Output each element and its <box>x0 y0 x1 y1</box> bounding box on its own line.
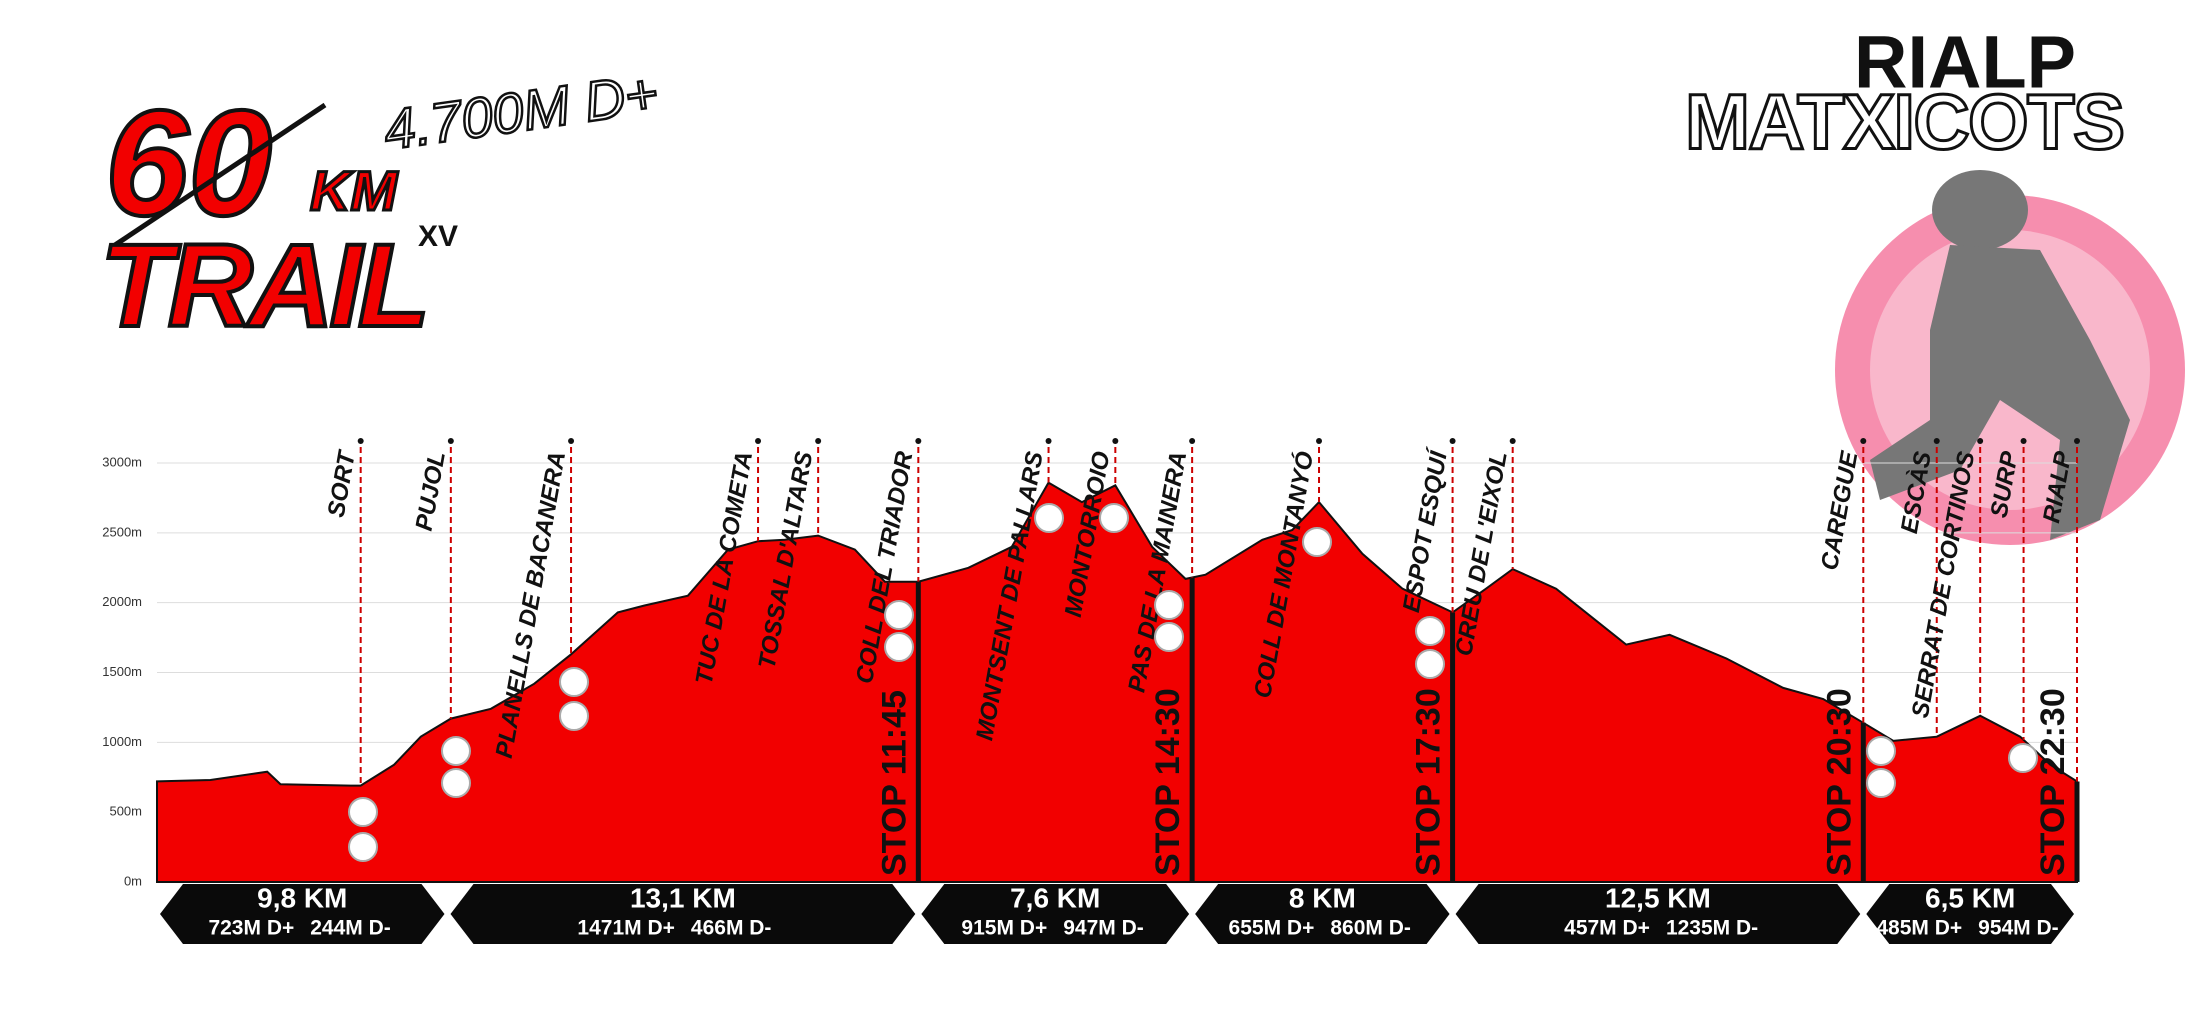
logo-unit: KM <box>310 159 398 222</box>
waypoint-label: CAREGUE <box>1816 448 1864 572</box>
brand-bottom: MATXICOTS <box>1685 78 2125 166</box>
waypoint-dot <box>1045 438 1052 444</box>
waypoint-label: PUJOL <box>411 449 451 532</box>
y-tick-label: 1000m <box>102 734 142 749</box>
waypoint-dot <box>1189 438 1196 444</box>
logo-strike <box>113 102 327 248</box>
waypoint-dot <box>2074 438 2080 444</box>
waypoint-dot <box>755 438 762 444</box>
segment-loss: 244M D- <box>310 917 391 940</box>
segment-gain: 655M D+ <box>1229 917 1315 940</box>
logo-number: 60 <box>105 79 272 247</box>
waypoint-dot <box>447 438 454 444</box>
segment-loss: 947M D- <box>1063 917 1144 940</box>
segment-gain: 915M D+ <box>961 917 1047 940</box>
elevation-area <box>156 481 2078 883</box>
plot: 0m 500m 1000m 1500m 2000m 2500m 3000m SORT PUJOL… <box>102 438 2080 944</box>
waypoint-label: ESPOT ESQUÍ <box>1397 445 1454 614</box>
waypoint-dot <box>915 438 922 444</box>
waypoint-dot <box>1977 438 1984 444</box>
logo-gain: 4.700M D+ <box>380 61 662 162</box>
segment-band <box>1195 884 1450 944</box>
y-tick-label: 1500m <box>102 664 142 679</box>
segment-distance: 8 KM <box>1289 882 1356 913</box>
waypoint-dot <box>357 438 364 444</box>
stop-label: STOP 17:30 <box>1410 688 1448 876</box>
waypoint-dot <box>1112 438 1119 444</box>
stop-label: STOP 11:45 <box>875 690 913 876</box>
waypoint-dot <box>568 438 575 444</box>
stop-label: STOP 14:30 <box>1149 688 1187 876</box>
segment-gain: 723M D+ <box>208 917 294 940</box>
waypoint-dot <box>1449 438 1456 444</box>
logo-edition: XV <box>418 220 458 253</box>
waypoint-label: SORT <box>323 447 361 519</box>
y-tick-label: 500m <box>109 804 142 819</box>
brand-emblem <box>1835 170 2185 545</box>
segment-gain: 1471M D+ <box>577 917 674 940</box>
segment-distance: 7,6 KM <box>1010 882 1100 913</box>
stop-label: STOP 20:30 <box>1820 688 1858 876</box>
waypoint-dot <box>815 438 822 444</box>
segment-distance: 9,8 KM <box>257 882 347 913</box>
segment-band <box>921 884 1190 944</box>
segment-loss: 860M D- <box>1330 917 1411 940</box>
waypoint-dot <box>1509 438 1516 444</box>
segment-band <box>160 884 445 944</box>
segment-gain: 485M D+ <box>1876 917 1962 940</box>
y-tick-label: 2500m <box>102 524 142 539</box>
waypoint-dot <box>1933 438 1940 444</box>
y-tick-label: 0m <box>124 873 142 888</box>
stop-label: STOP 22:30 <box>2034 688 2072 876</box>
waypoint-dot <box>1316 438 1323 444</box>
segment-loss: 466M D- <box>691 917 772 940</box>
segment-gain: 457M D+ <box>1564 917 1650 940</box>
segment-distance: 12,5 KM <box>1605 882 1711 913</box>
segment-band <box>450 884 916 944</box>
y-tick-label: 3000m <box>102 454 142 469</box>
y-tick-label: 2000m <box>102 594 142 609</box>
waypoint-dot <box>2020 438 2027 444</box>
logo-word: TRAIL <box>100 220 430 352</box>
segment-loss: 954M D- <box>1978 917 2059 940</box>
segment-distance: 13,1 KM <box>630 882 736 913</box>
waypoint-dot <box>1860 438 1867 444</box>
aid-icons <box>348 503 2038 862</box>
segment-band <box>1866 884 2074 944</box>
segment-loss: 1235M D- <box>1666 917 1758 940</box>
brand-top: RIALP <box>1854 21 2076 104</box>
segment-distance: 6,5 KM <box>1925 882 2015 913</box>
segment-band <box>1455 884 1861 944</box>
